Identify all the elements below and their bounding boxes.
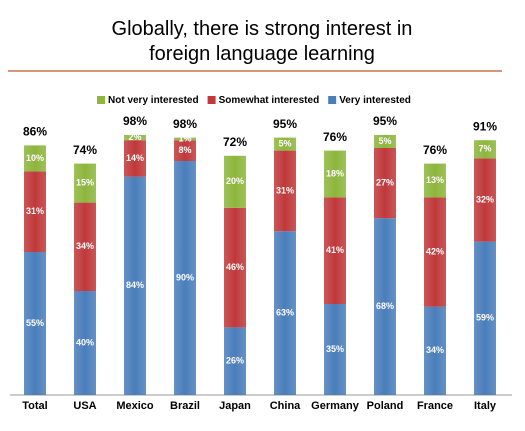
segment-label: 1% [178,133,191,143]
bar-segment [24,252,46,395]
segment-label: 2% [128,132,141,142]
segment-label: 46% [226,262,244,272]
total-label: 86% [23,125,47,139]
x-tick-label: USA [73,400,96,412]
segment-label: 59% [476,313,494,323]
bar-segment [174,140,196,161]
segment-label: 68% [376,301,394,311]
chart-title: Globally, there is strong interest in for… [112,18,413,65]
segment-label: 84% [126,280,144,290]
segment-label: 14% [126,153,144,163]
bar-segment [324,150,346,198]
bar-segment [424,163,446,198]
x-tick-label: Brazil [170,400,200,412]
segment-label: 31% [276,185,294,195]
segment-label: 63% [276,307,294,317]
legend-label: Not very interested [108,95,199,106]
bar-segment [74,163,96,203]
segment-label: 18% [326,168,344,178]
segment-label: 10% [26,153,44,163]
segment-label: 34% [76,241,94,251]
bar-segment [74,202,96,291]
total-label: 76% [323,130,347,144]
bar-segment [474,158,496,242]
bar-segment [274,150,296,232]
bar-segment [324,197,346,304]
segment-label: 26% [226,356,244,366]
total-label: 95% [373,114,397,128]
x-tick-label: France [417,400,453,412]
segment-label: 13% [426,175,444,185]
bar-segment [124,176,146,395]
bar-segment [124,135,146,141]
segment-label: 32% [476,194,494,204]
bar-segment [124,140,146,177]
bar-segment [474,241,496,395]
segment-label: 20% [226,176,244,186]
total-label: 72% [223,135,247,149]
bar-segment [224,327,246,395]
bar-segment [74,291,96,395]
bar-segment [174,161,196,395]
segment-label: 5% [278,138,291,148]
total-label: 76% [423,143,447,157]
x-tick-label: Germany [311,400,360,412]
bar-segment [424,197,446,307]
x-tick-label: Italy [474,400,497,412]
total-label: 98% [173,117,197,131]
bar-segment [224,155,246,208]
bar-segment [24,171,46,252]
legend-swatch [328,96,337,104]
bar-segment [324,304,346,395]
bar-segment [374,135,396,148]
x-tick-label: China [270,400,301,412]
segment-label: 55% [26,318,44,328]
segment-label: 40% [76,337,94,347]
total-label: 95% [273,117,297,131]
x-tick-label: Mexico [116,400,154,412]
x-tick-label: Total [22,400,47,412]
segment-label: 5% [378,136,391,146]
x-tick-label: Japan [219,400,251,412]
segment-label: 8% [178,145,191,155]
x-tick-label: Poland [367,400,404,412]
legend-label: Somewhat interested [219,95,320,106]
bar-segment [474,140,496,159]
segment-label: 35% [326,344,344,354]
bar-segment [274,231,296,395]
total-label: 91% [473,119,497,133]
total-label: 98% [123,114,147,128]
total-label: 74% [73,143,97,157]
bar-segment [224,207,246,328]
bar-segment [24,145,46,172]
segment-label: 7% [478,144,491,154]
segment-label: 41% [326,245,344,255]
legend-label: Very interested [339,95,411,106]
bar-segment [424,306,446,395]
bar-segment [274,137,296,151]
bar-segment [174,137,196,141]
segment-label: 27% [376,177,394,187]
segment-label: 90% [176,272,194,282]
bar-segment [374,148,396,219]
segment-label: 42% [426,246,444,256]
segment-label: 31% [26,206,44,216]
segment-label: 15% [76,177,94,187]
bar-segment [374,218,396,395]
segment-label: 34% [426,345,444,355]
legend-swatch [207,96,216,104]
legend-swatch [97,96,105,104]
